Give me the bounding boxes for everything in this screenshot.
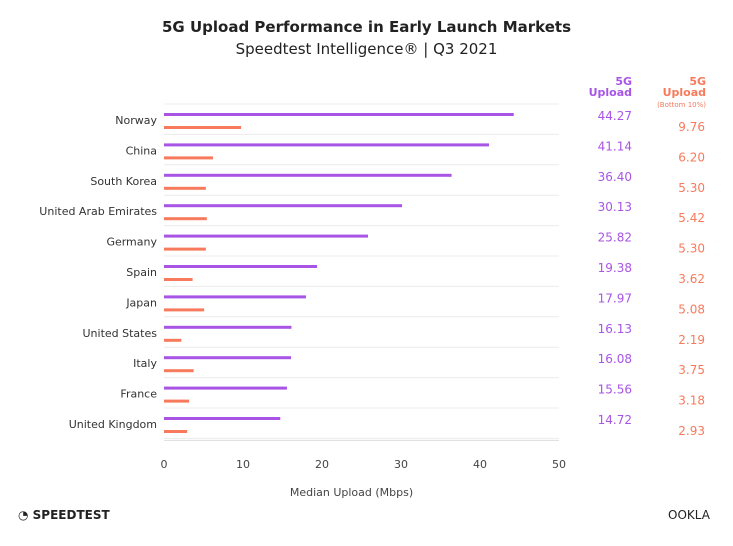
bar-upload [164, 417, 281, 420]
series-header: Upload [663, 86, 706, 99]
x-axis-label: Median Upload (Mbps) [290, 486, 413, 499]
data-label: 9.76 [678, 120, 705, 134]
data-label: 2.19 [678, 333, 705, 347]
data-label: 17.97 [598, 291, 632, 305]
data-label: 15.56 [598, 383, 632, 397]
series-header: 5G [615, 75, 632, 88]
category-label: South Korea [90, 175, 157, 188]
speedtest-logo: ◔ SPEEDTEST [18, 508, 110, 522]
data-label: 5.30 [678, 181, 705, 195]
x-tick-label: 30 [394, 458, 408, 471]
data-label: 5.08 [678, 302, 705, 316]
data-label: 3.75 [678, 363, 705, 377]
category-label: Germany [106, 236, 157, 249]
bar-upload [164, 143, 490, 147]
bar-upload [164, 356, 292, 360]
bar-bottom10 [164, 186, 206, 190]
x-tick-label: 40 [473, 458, 487, 471]
category-label: Japan [125, 296, 157, 309]
data-label: 16.13 [598, 322, 632, 336]
bar-upload [164, 265, 318, 268]
chart-subtitle: Speedtest Intelligence® | Q3 2021 [235, 40, 498, 58]
data-label: 36.40 [598, 170, 632, 184]
bar-bottom10 [164, 369, 194, 373]
data-label: 14.72 [598, 413, 632, 427]
category-label: France [120, 388, 157, 401]
category-label: United States [83, 327, 158, 340]
data-label: 3.18 [678, 394, 705, 408]
bar-upload [164, 325, 292, 329]
category-label: Italy [133, 357, 157, 370]
data-label: 2.93 [678, 424, 705, 438]
x-tick-label: 0 [161, 458, 168, 471]
bar-upload [164, 295, 306, 299]
data-label: 44.27 [598, 109, 632, 123]
bar-upload [164, 204, 403, 208]
x-tick-label: 10 [236, 458, 250, 471]
bar-bottom10 [164, 217, 207, 221]
bar-upload [164, 113, 514, 116]
bar-bottom10 [164, 399, 190, 403]
bar-bottom10 [164, 430, 188, 433]
bar-bottom10 [164, 247, 206, 251]
bar-bottom10 [164, 278, 193, 281]
speedtest-logo-text: SPEEDTEST [32, 508, 110, 522]
data-label: 19.38 [598, 261, 632, 275]
series-header: (Bottom 10%) [657, 101, 706, 109]
data-label: 5.42 [678, 211, 705, 225]
bar-upload [164, 386, 287, 390]
ookla-logo: OOKLA [668, 508, 710, 522]
chart-title: 5G Upload Performance in Early Launch Ma… [162, 18, 571, 36]
series-header: 5G [689, 75, 706, 88]
bar-bottom10 [164, 308, 205, 312]
bar-bottom10 [164, 126, 242, 129]
data-label: 30.13 [598, 200, 632, 214]
series-header: Upload [589, 86, 632, 99]
category-label: China [126, 144, 157, 157]
bar-upload [164, 234, 368, 238]
data-label: 5.30 [678, 242, 705, 256]
category-label: Norway [115, 114, 157, 127]
data-label: 41.14 [598, 139, 632, 153]
data-label: 25.82 [598, 231, 632, 245]
bar-upload [164, 173, 452, 177]
category-label: Spain [126, 266, 157, 279]
category-label: United Arab Emirates [39, 205, 157, 218]
bar-bottom10 [164, 338, 182, 342]
data-label: 3.62 [678, 272, 705, 286]
x-tick-label: 50 [552, 458, 566, 471]
category-label: United Kingdom [69, 418, 157, 431]
bar-bottom10 [164, 156, 213, 160]
data-label: 16.08 [598, 352, 632, 366]
data-label: 6.20 [678, 150, 705, 164]
x-tick-label: 20 [315, 458, 329, 471]
